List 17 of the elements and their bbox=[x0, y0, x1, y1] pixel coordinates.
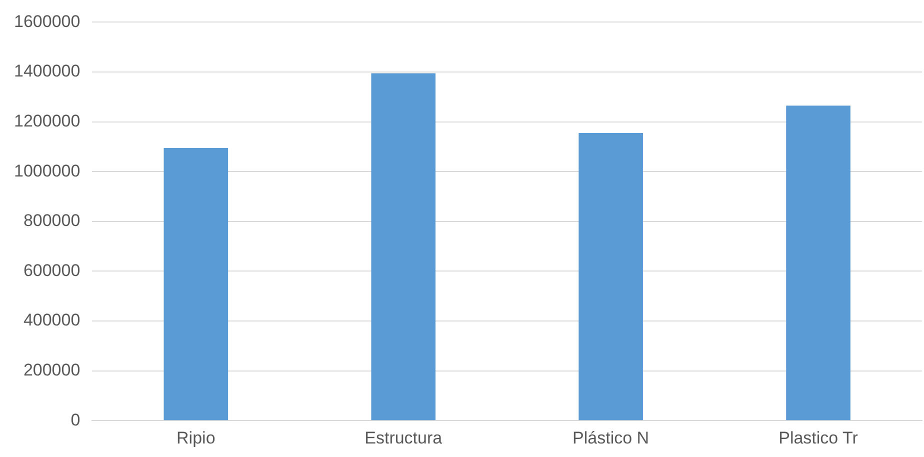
y-tick-label: 1200000 bbox=[14, 111, 80, 130]
y-tick-label: 0 bbox=[70, 410, 80, 430]
y-tick-label: 1400000 bbox=[14, 62, 80, 81]
y-tick-label: 400000 bbox=[23, 310, 80, 330]
y-tick-label: 1600000 bbox=[14, 12, 80, 31]
bar bbox=[786, 106, 850, 420]
y-tick-label: 800000 bbox=[23, 211, 80, 230]
y-tick-label: 600000 bbox=[23, 260, 80, 280]
y-tick-label: 200000 bbox=[23, 360, 80, 380]
x-tick-label: Plastico Tr bbox=[778, 428, 858, 448]
y-tick-label: 1000000 bbox=[14, 161, 80, 180]
x-tick-label: Ripio bbox=[176, 428, 216, 448]
x-tick-label: Estructura bbox=[364, 428, 443, 448]
x-tick-label: Plástico N bbox=[572, 428, 650, 448]
bar bbox=[371, 73, 436, 420]
bar bbox=[578, 133, 643, 420]
bar bbox=[164, 148, 228, 420]
